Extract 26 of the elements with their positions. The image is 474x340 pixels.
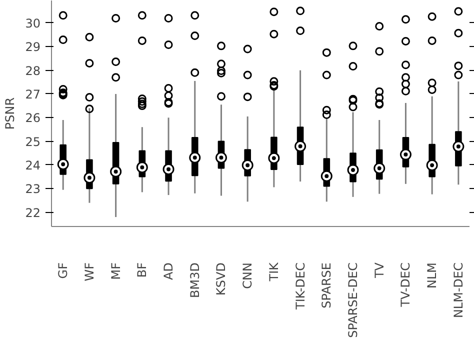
x-tick-label: NLM-DEC xyxy=(451,262,466,318)
x-tick-label: WF xyxy=(82,262,96,282)
y-tick-label: 23 xyxy=(25,182,41,196)
y-tick-label: 28 xyxy=(25,64,41,78)
x-tick-label: NLM xyxy=(425,262,440,289)
x-tick-label: TIK-DEC xyxy=(293,262,308,311)
y-tick-label: 22 xyxy=(25,206,41,220)
x-tick-label: SPARSE-DEC xyxy=(346,262,360,338)
y-axis-title: PSNR xyxy=(3,97,18,130)
x-tick-label: TV-DEC xyxy=(398,262,413,308)
x-tick-label: KSVD xyxy=(214,262,228,296)
x-tick-label: BM3D xyxy=(188,262,202,298)
x-tick-label: SPARSE xyxy=(320,262,334,308)
y-tick-label: 29 xyxy=(25,40,41,54)
x-tick-label: TV xyxy=(372,262,386,280)
y-tick-label: 30 xyxy=(25,16,41,30)
x-tick-label: AD xyxy=(162,262,176,280)
y-tick-label: 27 xyxy=(25,87,41,102)
y-tick-label: 25 xyxy=(25,134,41,149)
x-tick-label: GF xyxy=(56,262,70,279)
x-tick-label: BF xyxy=(135,262,150,278)
y-tick-label: 26 xyxy=(25,111,41,126)
x-tick-label: MF xyxy=(108,262,123,280)
x-tick-label: CNN xyxy=(240,262,255,289)
y-tick-label: 24 xyxy=(25,158,41,172)
x-tick-label: TIK xyxy=(266,261,281,282)
